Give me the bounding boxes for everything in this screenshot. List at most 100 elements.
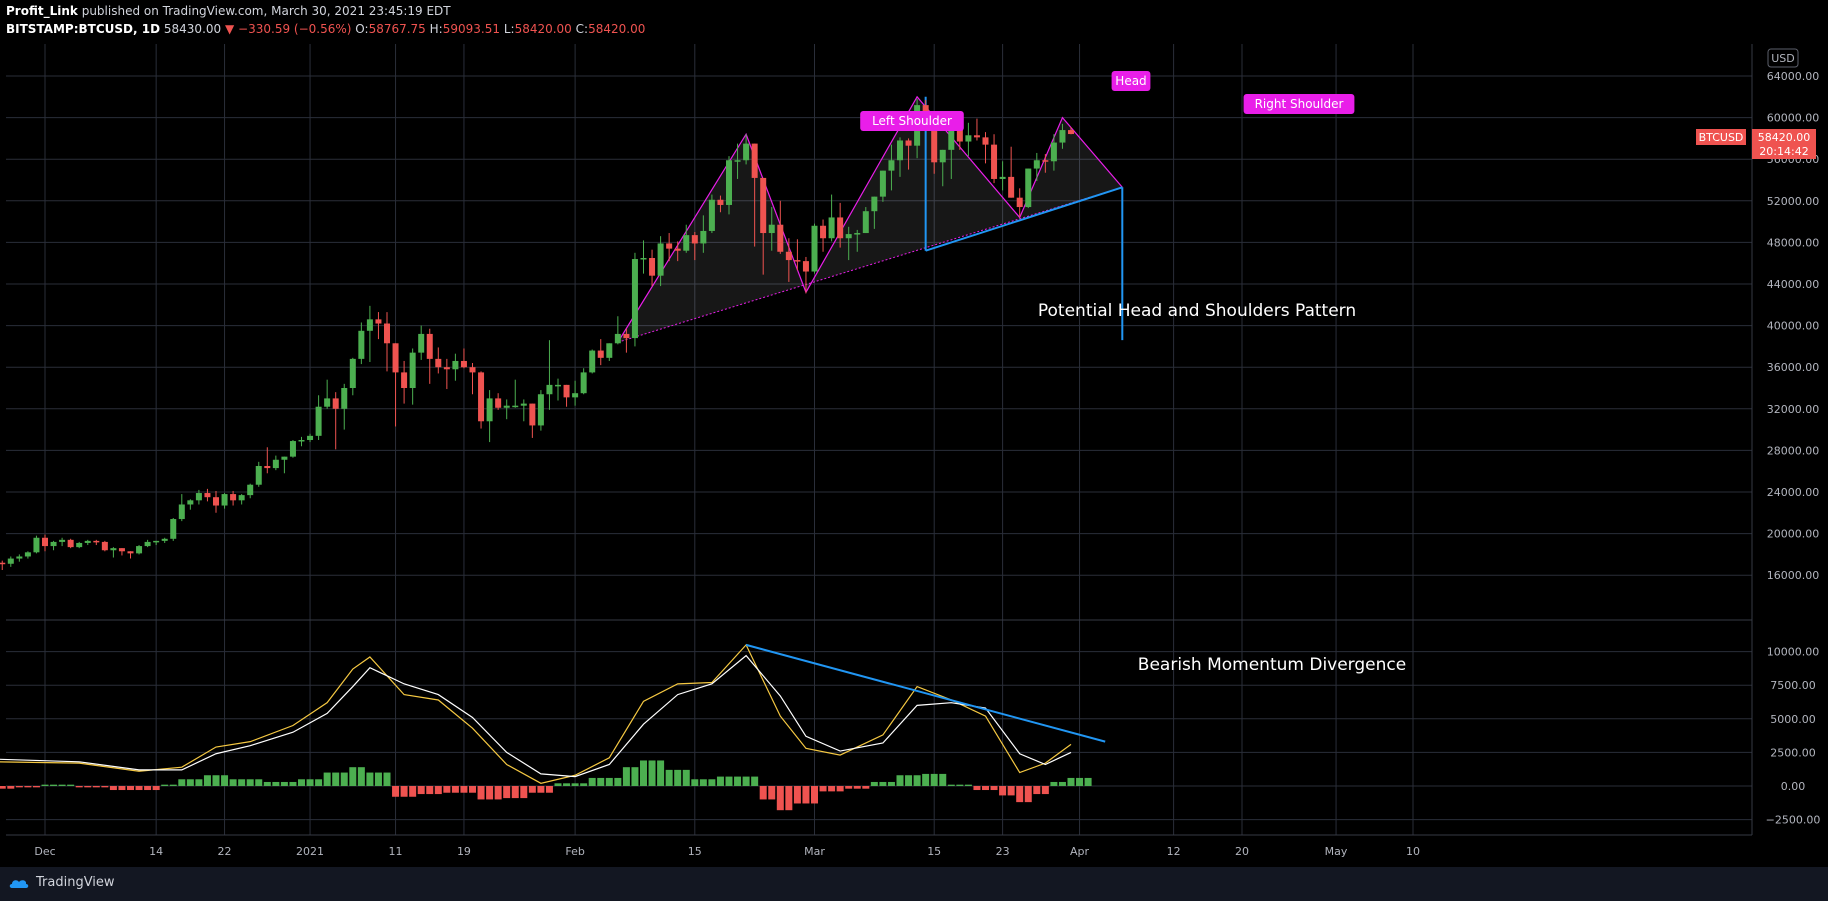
candle-body [341, 388, 348, 409]
candle-body [734, 160, 741, 162]
candle-body [1008, 176, 1015, 198]
macd-histogram-bar [195, 779, 203, 786]
candle-body [888, 160, 895, 171]
price-tick-label: 64000.00 [1767, 70, 1820, 83]
tradingview-cloud-icon [9, 879, 29, 888]
candle-body [332, 398, 339, 409]
time-axis[interactable]: Dec 14 22 2021 11 19 Feb 15 Mar 15 23 Apr 12 20 May 10 [34, 845, 1420, 858]
macd-histogram-bar [597, 777, 605, 786]
macd-histogram-bar [58, 784, 66, 786]
macd-histogram-bar [374, 772, 382, 786]
macd-histogram-bar [862, 786, 870, 789]
macd-tick-label: 5000.00 [1770, 713, 1816, 726]
macd-histogram-bar [118, 786, 126, 791]
author-name[interactable]: Profit_Link [6, 4, 78, 18]
macd-tick-label: 0.00 [1781, 780, 1806, 793]
candle-body [272, 459, 279, 469]
macd-histogram-bar [828, 786, 836, 792]
candle-body [418, 333, 425, 353]
candle-body [170, 519, 177, 539]
left-shoulder-label: Left Shoulder [872, 114, 952, 128]
candle-body [555, 384, 561, 387]
candle-body [845, 234, 852, 239]
time-tick-label: May [1325, 845, 1348, 858]
macd-histogram-bar [571, 783, 579, 786]
macd-histogram-bar [477, 786, 485, 800]
price-tick-label: 28000.00 [1767, 444, 1820, 457]
macd-histogram-bar [169, 784, 177, 786]
price-tick-label: 16000.00 [1767, 569, 1820, 582]
macd-histogram-bar [144, 786, 152, 791]
macd-histogram-bar [896, 775, 904, 786]
candle-body [213, 497, 219, 506]
candle-body [460, 360, 467, 368]
candle-body [84, 540, 91, 543]
macd-histogram-bar [819, 786, 827, 792]
candle-body [0, 562, 6, 565]
candle-body [195, 493, 202, 501]
macd-histogram-bar [75, 786, 83, 788]
candle-body [358, 330, 365, 359]
macd-histogram-bar [127, 786, 134, 791]
currency-badge[interactable]: USD [1767, 48, 1799, 68]
candle-body [931, 128, 938, 163]
candle-body [649, 258, 656, 276]
candle-body [118, 548, 125, 552]
annotations: Left Shoulder Head Right Shoulder Potential… [860, 71, 1406, 675]
candle-body [1059, 130, 1066, 143]
macd-histogram-bar [776, 786, 784, 811]
macd-histogram-bar [682, 769, 690, 786]
candle-body [401, 372, 408, 388]
time-tick-label: 22 [218, 845, 232, 858]
macd-tick-label: 7500.00 [1770, 679, 1816, 692]
candle-body [16, 556, 23, 559]
last-symbol-label: BTCUSD [1699, 131, 1744, 144]
candle-body [785, 251, 792, 261]
candle-body [452, 360, 459, 370]
right-shoulder-label: Right Shoulder [1255, 97, 1344, 111]
candle-body [589, 350, 596, 373]
published-text: published on TradingView.com, March 30, … [81, 4, 451, 18]
symbol-name[interactable]: BITSTAMP:BTCUSD, 1D [6, 22, 161, 36]
macd-histogram-bar [366, 772, 374, 786]
candle-body [563, 384, 570, 398]
macd-histogram-bar [999, 786, 1007, 796]
candle-body [614, 333, 621, 344]
candle-body [187, 500, 194, 505]
candle-body [238, 495, 245, 501]
candle-body [178, 504, 185, 520]
close-label: C: [575, 22, 589, 36]
candle-body [657, 243, 664, 276]
macd-histogram-bar [545, 786, 553, 793]
change-value: −330.59 (−0.56%) [238, 22, 352, 36]
macd-histogram-bar [640, 760, 647, 786]
low-value: 58420.00 [514, 22, 572, 36]
candle-body [426, 333, 433, 359]
candle-body [871, 196, 878, 212]
macd-histogram-bar [135, 786, 143, 791]
macd-histogram-bar [947, 784, 955, 786]
macd-axis[interactable]: 10000.00 7500.00 5000.00 2500.00 0.00 −2500.0… [1766, 646, 1821, 827]
time-tick-label: 12 [1167, 845, 1181, 858]
macd-histogram-bar [622, 767, 630, 786]
macd-histogram-bar [1084, 777, 1092, 786]
macd-histogram-bar [238, 779, 246, 786]
price-tick-label: 44000.00 [1767, 278, 1820, 291]
macd-histogram-bar [922, 773, 930, 786]
candle-body [93, 540, 100, 543]
time-tick-label: Dec [34, 845, 55, 858]
macd-histogram-bar [340, 772, 348, 786]
candle-body [768, 224, 775, 234]
candle-body [631, 259, 638, 339]
candle-body [478, 372, 485, 422]
price-tick-label: 36000.00 [1767, 361, 1820, 374]
head-label: Head [1115, 74, 1146, 88]
macd-histogram-bar [964, 784, 972, 786]
candle-body [546, 384, 553, 395]
candle-body [443, 367, 450, 370]
tradingview-logo[interactable]: TradingView [8, 875, 115, 890]
candle-body [315, 406, 322, 436]
price-tick-label: 20000.00 [1767, 528, 1820, 541]
divergence-line [745, 643, 1106, 743]
